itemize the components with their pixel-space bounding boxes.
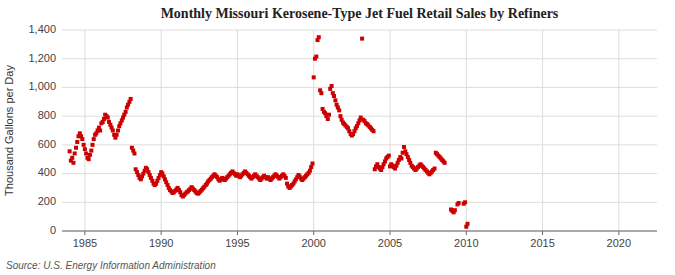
title: Monthly Missouri Kerosene-Type Jet Fuel … [161, 6, 559, 21]
point [360, 37, 364, 41]
x-grid-line [237, 30, 238, 231]
source-note: Source: U.S. Energy Information Administ… [6, 260, 216, 271]
point [74, 146, 78, 150]
x-tick [618, 231, 619, 235]
x-tick-label: 2000 [301, 237, 325, 249]
point [83, 147, 87, 151]
point [453, 208, 457, 212]
point [98, 129, 102, 133]
point [91, 143, 95, 147]
point [337, 108, 341, 112]
x-tick-label: 2010 [454, 237, 478, 249]
chart: 0 200 400 600 800 1,000 1,200 1,400 1985 1990 1995… [0, 0, 675, 275]
point [106, 116, 110, 120]
point [457, 201, 461, 205]
point [338, 114, 342, 118]
y-tick-label: 800 [38, 109, 56, 121]
point [115, 133, 119, 137]
point [317, 35, 321, 39]
y-tick-label: 0 [50, 224, 56, 236]
point [73, 151, 77, 155]
point [399, 156, 403, 160]
y-tick-label: 1,200 [28, 52, 56, 64]
y-grid-line [62, 58, 657, 59]
x-tick-label: 2020 [607, 237, 631, 249]
point [314, 55, 318, 59]
point [124, 110, 128, 114]
x-tick [390, 231, 391, 235]
point [71, 161, 75, 165]
point [387, 154, 391, 158]
point [68, 149, 72, 153]
x-tick [84, 231, 85, 235]
point [332, 94, 336, 98]
point [327, 113, 331, 117]
point [433, 167, 437, 171]
y-axis-label: Thousand Gallons per Day [3, 65, 15, 196]
y-tick-label: 200 [38, 195, 56, 207]
point [89, 149, 93, 153]
point [82, 143, 86, 147]
y-tick-label: 1,400 [28, 23, 56, 35]
point [402, 145, 406, 149]
point [80, 137, 84, 141]
y-tick-label: 400 [38, 166, 56, 178]
x-tick-label: 2015 [530, 237, 554, 249]
point [88, 153, 92, 157]
points [68, 35, 470, 229]
point [311, 162, 315, 166]
point [70, 156, 74, 160]
point [284, 176, 288, 180]
x-grid-line [84, 30, 85, 231]
point [330, 84, 334, 88]
grid [62, 30, 657, 231]
y-tick-label: 1,000 [28, 80, 56, 92]
x-tick [237, 231, 238, 235]
point [84, 151, 88, 155]
point [466, 222, 470, 226]
axes: 0 200 400 600 800 1,000 1,200 1,400 1985 1990 1995… [28, 23, 657, 249]
point [312, 75, 316, 79]
point [132, 151, 136, 155]
point [308, 169, 312, 173]
point [326, 117, 330, 121]
point [443, 161, 447, 165]
x-tick-label: 1995 [225, 237, 249, 249]
x-grid-line [618, 30, 619, 231]
x-tick-label: 2005 [378, 237, 402, 249]
point [92, 137, 96, 141]
y-grid-line [62, 144, 657, 145]
point [333, 98, 337, 102]
x-tick [161, 231, 162, 235]
x-tick-label: 1985 [73, 237, 97, 249]
point [463, 200, 467, 204]
x-tick-label: 1990 [149, 237, 173, 249]
x-tick [466, 231, 467, 235]
point [116, 129, 120, 133]
x-grid-line [161, 30, 162, 231]
x-tick [313, 231, 314, 235]
point [309, 165, 313, 169]
x-axis-line [62, 231, 657, 232]
x-tick [542, 231, 543, 235]
y-grid-line [62, 30, 657, 31]
point [129, 97, 133, 101]
y-grid-line [62, 87, 657, 88]
y-grid-line [62, 202, 657, 203]
point [372, 129, 376, 133]
point [87, 157, 91, 161]
y-grid-line [62, 231, 657, 232]
point [319, 91, 323, 95]
x-grid-line [542, 30, 543, 231]
point [75, 140, 79, 144]
y-tick-label: 600 [38, 138, 56, 150]
point [111, 129, 115, 133]
x-grid-line [390, 30, 391, 231]
